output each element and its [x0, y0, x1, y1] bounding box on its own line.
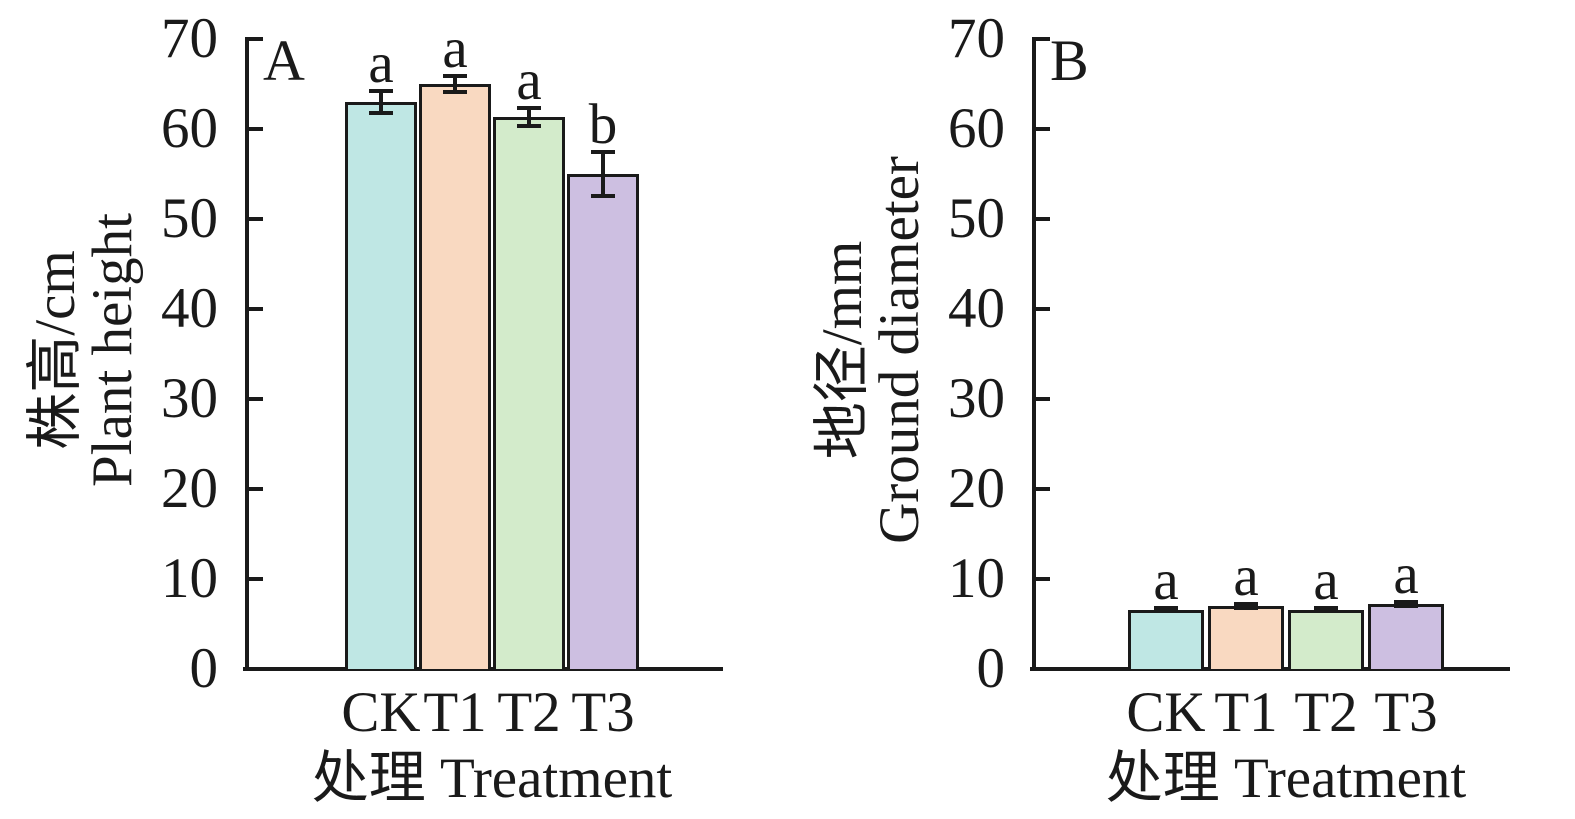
y-tick-label: 70 — [948, 7, 1005, 70]
y-tick-label: 30 — [161, 367, 218, 430]
y-tick — [1036, 397, 1050, 401]
y-axis-title-line: Plant height — [81, 213, 144, 487]
x-axis-title: 处理 Treatment — [1105, 747, 1467, 810]
y-tick — [249, 667, 263, 671]
error-bar-line — [601, 152, 605, 196]
significance-letter: a — [516, 49, 542, 113]
error-bar-cap-top — [1154, 605, 1178, 610]
y-tick-label: 30 — [948, 367, 1005, 430]
significance-letter: a — [442, 16, 468, 80]
bar-t3 — [1368, 604, 1444, 669]
y-tick — [1036, 487, 1050, 491]
y-axis-title-line: Ground diameter — [868, 156, 931, 544]
y-tick-label: 0 — [976, 637, 1006, 700]
y-tick — [249, 217, 263, 221]
y-axis-title-line: 地径/mm — [811, 240, 874, 460]
y-tick — [249, 307, 263, 311]
y-tick-label: 10 — [161, 547, 218, 610]
bar-t1 — [419, 84, 491, 669]
y-tick — [1036, 217, 1050, 221]
x-category-label: T1 — [1214, 681, 1278, 744]
y-tick — [249, 127, 263, 131]
error-bar-cap-top — [443, 73, 467, 78]
error-bar-cap-bottom — [591, 193, 615, 198]
error-bar-cap-bottom — [517, 124, 541, 129]
y-tick — [249, 577, 263, 581]
error-bar-line — [453, 75, 457, 93]
error-bar-line — [1244, 603, 1248, 609]
x-category-label: CK — [341, 681, 421, 744]
error-bar-cap-bottom — [1154, 609, 1178, 614]
error-bar-cap-top — [517, 106, 541, 111]
significance-letter: a — [1153, 548, 1179, 612]
y-tick — [249, 37, 263, 41]
error-bar-cap-bottom — [1314, 608, 1338, 613]
x-category-label: CK — [1126, 681, 1206, 744]
y-tick — [249, 487, 263, 491]
x-category-label: T3 — [571, 681, 635, 744]
y-tick-label: 40 — [161, 277, 218, 340]
significance-letter: b — [588, 93, 618, 157]
y-tick — [1036, 577, 1050, 581]
bar-ck — [345, 102, 417, 669]
y-axis-title: 地径/mm Ground diameter — [811, 90, 931, 610]
bar-t3 — [567, 174, 639, 669]
y-tick-label: 50 — [948, 187, 1005, 250]
y-axis-line — [245, 37, 249, 671]
significance-letter: a — [1233, 544, 1259, 608]
error-bar-line — [379, 91, 383, 113]
y-tick-label: 60 — [161, 97, 218, 160]
x-axis-line — [1030, 667, 1510, 671]
y-tick — [1036, 667, 1050, 671]
bar-t1 — [1208, 606, 1284, 669]
error-bar-cap-bottom — [443, 90, 467, 95]
x-category-label: T3 — [1374, 681, 1438, 744]
y-axis-line — [1032, 37, 1036, 671]
x-axis-title: 处理 Treatment — [311, 747, 673, 810]
bar-ck — [1128, 609, 1204, 669]
significance-letter: a — [1393, 542, 1419, 606]
significance-letter: a — [1313, 549, 1339, 613]
y-tick — [249, 397, 263, 401]
error-bar-line — [527, 108, 531, 127]
bar-t2 — [1288, 609, 1364, 669]
y-tick-label: 50 — [161, 187, 218, 250]
significance-letter: a — [368, 32, 394, 96]
bar-t2 — [493, 117, 565, 669]
y-tick — [1036, 307, 1050, 311]
y-tick — [1036, 37, 1050, 41]
y-axis-title: 株高/cm Plant height — [24, 90, 144, 610]
error-bar-cap-top — [369, 89, 393, 94]
x-category-label: T1 — [423, 681, 487, 744]
error-bar-cap-top — [591, 150, 615, 155]
y-tick-label: 20 — [948, 457, 1005, 520]
y-tick-label: 60 — [948, 97, 1005, 160]
y-tick-label: 40 — [948, 277, 1005, 340]
x-axis-line — [243, 667, 723, 671]
y-tick-label: 10 — [948, 547, 1005, 610]
y-axis-title-line: 株高/cm — [24, 250, 87, 450]
error-bar-line — [1404, 601, 1408, 607]
y-tick-label: 0 — [189, 637, 219, 700]
error-bar-cap-bottom — [1234, 606, 1258, 611]
x-category-label: T2 — [1294, 681, 1358, 744]
y-tick — [1036, 127, 1050, 131]
error-bar-cap-top — [1394, 599, 1418, 604]
y-tick-label: 70 — [161, 7, 218, 70]
error-bar-cap-bottom — [369, 110, 393, 115]
error-bar-cap-bottom — [1394, 604, 1418, 609]
y-tick-label: 20 — [161, 457, 218, 520]
error-bar-cap-top — [1234, 601, 1258, 606]
panel-label: B — [1050, 28, 1089, 93]
error-bar-cap-top — [1314, 606, 1338, 611]
x-category-label: T2 — [497, 681, 561, 744]
panel-label: A — [263, 28, 305, 93]
